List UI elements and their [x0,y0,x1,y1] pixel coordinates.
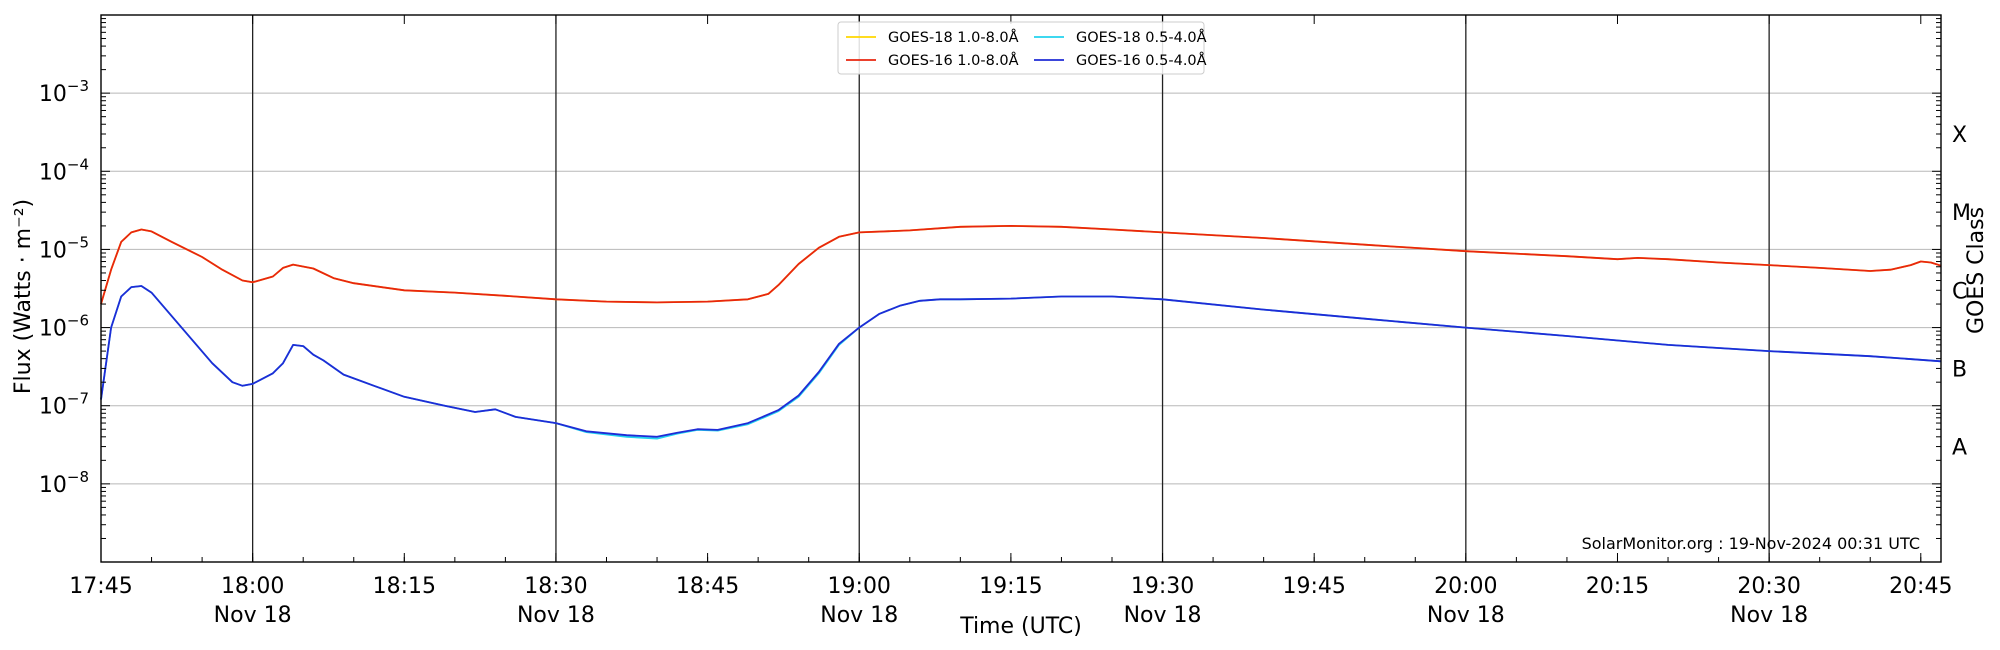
goes-class-label-m: M [1952,201,1971,226]
goes-class-label-x: X [1952,123,1967,148]
y-tick-label: 10−5 [39,233,89,263]
x-tick-label: 20:45 [1889,574,1952,599]
legend-label-goes-16-0-5-4-0: GOES-16 0.5-4.0Å [1076,52,1207,69]
y-tick-label: 10−4 [39,155,89,185]
x-tick-date-label: Nov 18 [820,603,898,628]
x-tick-label: 17:45 [69,574,132,599]
legend-box [837,21,1205,75]
x-axis-title: Time (UTC) [959,614,1082,639]
plot-frame [100,14,1942,563]
y-tick-label: 10−3 [39,77,89,107]
goes-class-axis-title: GOES Class [1964,207,1989,334]
legend-label-goes-18-0-5-4-0: GOES-18 0.5-4.0Å [1076,29,1207,46]
x-tick-date-label: Nov 18 [214,603,292,628]
x-tick-date-label: Nov 18 [1730,603,1808,628]
y-axis-title: Flux (Watts · m⁻²) [11,199,36,394]
series-line-goes-18-1-0-8-0 [100,225,1942,305]
x-tick-date-label: Nov 18 [1124,603,1202,628]
goes-class-label-c: C [1952,279,1967,304]
label-layer: 10−3 10−4 10−5 10−6 10−7 10−8 17:45 18:00 Nov 18… [39,77,1971,628]
x-tick-label: 18:30 [524,574,587,599]
legend-label-goes-18-1-0-8-0: GOES-18 1.0-8.0Å [888,29,1019,46]
tick-layer [100,15,1941,563]
x-tick-date-label: Nov 18 [517,603,595,628]
x-tick-label: 19:00 [828,574,891,599]
x-tick-label: 20:15 [1586,574,1649,599]
x-tick-label: 19:45 [1282,574,1345,599]
x-tick-label: 18:00 [221,574,284,599]
y-tick-label: 10−6 [39,312,89,342]
series-line-goes-16-0-5-4-0 [100,285,1942,438]
legend: GOES-18 1.0-8.0Å GOES-16 1.0-8.0Å GOES-18 … [837,21,1207,75]
x-tick-label: 20:30 [1737,574,1800,599]
y-tick-label: 10−7 [39,390,89,420]
y-tick-label: 10−8 [39,468,89,498]
goes-class-label-b: B [1952,357,1967,382]
legend-label-goes-16-1-0-8-0: GOES-16 1.0-8.0Å [888,52,1019,69]
goes-class-label-a: A [1952,436,1967,461]
x-tick-label: 19:30 [1131,574,1194,599]
x-tick-label: 20:00 [1434,574,1497,599]
series-layer [100,225,1942,440]
series-line-goes-16-1-0-8-0 [100,225,1942,305]
x-tick-date-label: Nov 18 [1427,603,1505,628]
series-line-goes-18-0-5-4-0 [100,285,1942,440]
vertical-day-lines [251,15,1770,562]
x-tick-label: 19:15 [979,574,1042,599]
x-tick-label: 18:15 [373,574,436,599]
grid-layer [101,92,1941,485]
x-tick-label: 18:45 [676,574,739,599]
credit-text: SolarMonitor.org : 19-Nov-2024 00:31 UTC [1582,534,1920,553]
